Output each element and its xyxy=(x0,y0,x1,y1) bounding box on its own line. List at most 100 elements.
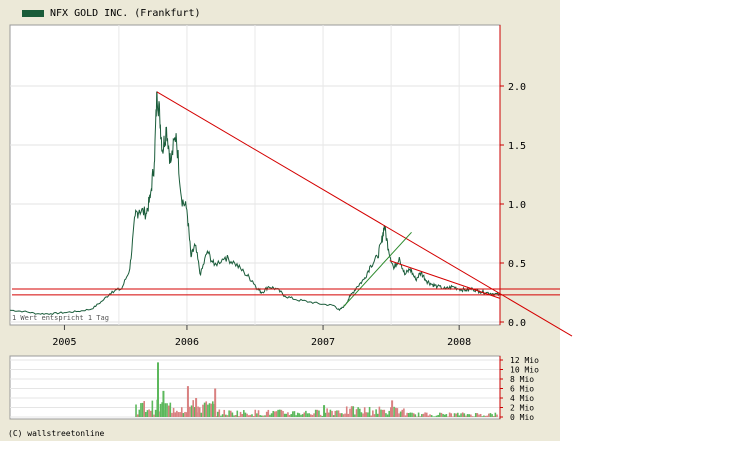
volume-bar xyxy=(185,412,188,417)
volume-bar xyxy=(202,404,204,417)
volume-bar xyxy=(257,410,260,417)
volume-bar xyxy=(252,416,255,417)
volume-bar xyxy=(492,416,495,417)
volume-bar xyxy=(164,403,167,417)
volume-bar xyxy=(401,409,404,417)
volume-tick-label: 12 Mio xyxy=(510,356,539,365)
volume-bar xyxy=(394,407,397,417)
volume-bar xyxy=(169,402,172,417)
volume-bar xyxy=(172,407,175,417)
volume-bar xyxy=(323,405,326,417)
volume-bar xyxy=(210,403,212,417)
volume-bar xyxy=(216,411,219,417)
volume-bar xyxy=(231,412,234,417)
volume-bar xyxy=(473,416,475,417)
volume-bar xyxy=(190,405,193,417)
volume-bar xyxy=(334,410,337,417)
volume-bar xyxy=(406,412,408,417)
volume-bar xyxy=(393,406,395,417)
volume-bar xyxy=(140,403,142,417)
volume-bar xyxy=(192,400,194,417)
volume-bar xyxy=(417,412,420,417)
volume-bar xyxy=(381,409,384,417)
volume-bar xyxy=(427,415,430,417)
volume-bar xyxy=(207,404,209,417)
volume-bar xyxy=(424,412,426,417)
volume-bar xyxy=(293,411,296,417)
volume-bar xyxy=(466,414,469,417)
volume-bar xyxy=(476,413,479,417)
volume-bar xyxy=(345,406,348,417)
volume-bars xyxy=(135,362,498,417)
volume-bar xyxy=(375,409,377,417)
volume-bar xyxy=(349,408,351,417)
volume-bar xyxy=(327,412,330,417)
volume-bar xyxy=(486,415,488,417)
volume-bar xyxy=(385,413,387,417)
legend-label: NFX GOLD INC. (Frankfurt) xyxy=(50,8,201,19)
volume-bar xyxy=(205,401,208,417)
volume-bar xyxy=(303,412,306,417)
volume-bar xyxy=(174,412,177,417)
volume-bar xyxy=(470,414,472,417)
volume-bar xyxy=(305,410,307,417)
volume-bar xyxy=(287,412,289,417)
volume-bar xyxy=(458,415,461,417)
volume-bar xyxy=(161,402,163,417)
volume-bar xyxy=(267,409,270,417)
volume-bar xyxy=(354,414,356,417)
volume-bar xyxy=(223,409,226,417)
volume-bar xyxy=(282,411,284,417)
y-tick-label: 2.0 xyxy=(508,82,526,93)
volume-bar xyxy=(453,413,456,417)
volume-bar xyxy=(180,407,183,417)
volume-bar xyxy=(211,401,214,417)
volume-bar xyxy=(300,414,302,417)
volume-bar xyxy=(496,414,498,417)
volume-bar xyxy=(233,415,235,417)
volume-bar xyxy=(228,410,230,417)
volume-bar xyxy=(292,411,294,417)
volume-bar xyxy=(254,409,257,417)
volume-bar xyxy=(362,413,364,417)
volume-bar xyxy=(226,415,229,417)
volume-bar xyxy=(138,409,141,417)
volume-bar xyxy=(239,411,242,417)
volume-bar xyxy=(246,413,248,417)
volume-bar xyxy=(344,413,346,417)
volume-bar xyxy=(194,407,196,417)
volume-bar xyxy=(390,407,392,417)
volume-bar xyxy=(244,412,247,417)
chart-legend: NFX GOLD INC. (Frankfurt) xyxy=(22,8,201,19)
volume-bar xyxy=(166,403,168,417)
volume-bar xyxy=(403,408,405,417)
volume-bar xyxy=(280,409,283,417)
volume-bar xyxy=(373,414,376,417)
volume-bar xyxy=(337,410,340,417)
volume-bar xyxy=(404,415,407,417)
volume-bar xyxy=(316,409,319,417)
volume-bar xyxy=(256,413,258,417)
volume-bar xyxy=(363,407,366,417)
volume-bar xyxy=(339,413,341,417)
volume-bar xyxy=(331,410,333,417)
volume-bar xyxy=(167,405,170,417)
volume-bar xyxy=(434,416,436,417)
copyright: (C) wallstreetonline xyxy=(8,429,105,438)
volume-bar xyxy=(378,406,381,417)
volume-bar xyxy=(298,413,301,417)
volume-bar xyxy=(243,410,245,417)
volume-bar xyxy=(186,386,189,417)
volume-bar xyxy=(468,414,471,417)
volume-bar xyxy=(153,414,155,417)
volume-bar xyxy=(159,403,162,417)
volume-bar xyxy=(198,407,201,417)
volume-bar xyxy=(251,414,253,417)
volume-tick-label: 6 Mio xyxy=(510,385,534,394)
volume-bar xyxy=(249,414,252,417)
volume-bar xyxy=(318,410,320,417)
volume-bar xyxy=(285,413,288,417)
volume-bar xyxy=(414,414,417,417)
volume-bar xyxy=(184,411,186,417)
